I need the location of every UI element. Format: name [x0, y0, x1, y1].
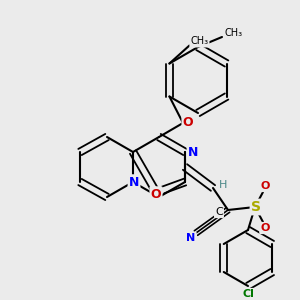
Text: N: N	[129, 176, 139, 188]
Text: O: O	[183, 116, 193, 130]
Text: N: N	[188, 146, 198, 158]
Text: H: H	[219, 180, 227, 190]
Text: C: C	[215, 207, 223, 217]
Text: CH₃: CH₃	[225, 28, 243, 38]
Text: O: O	[260, 223, 270, 233]
Text: N: N	[186, 233, 196, 243]
Text: O: O	[151, 188, 161, 200]
Text: O: O	[260, 181, 270, 191]
Text: S: S	[251, 200, 261, 214]
Text: Cl: Cl	[242, 289, 254, 299]
Text: CH₃: CH₃	[190, 37, 208, 46]
